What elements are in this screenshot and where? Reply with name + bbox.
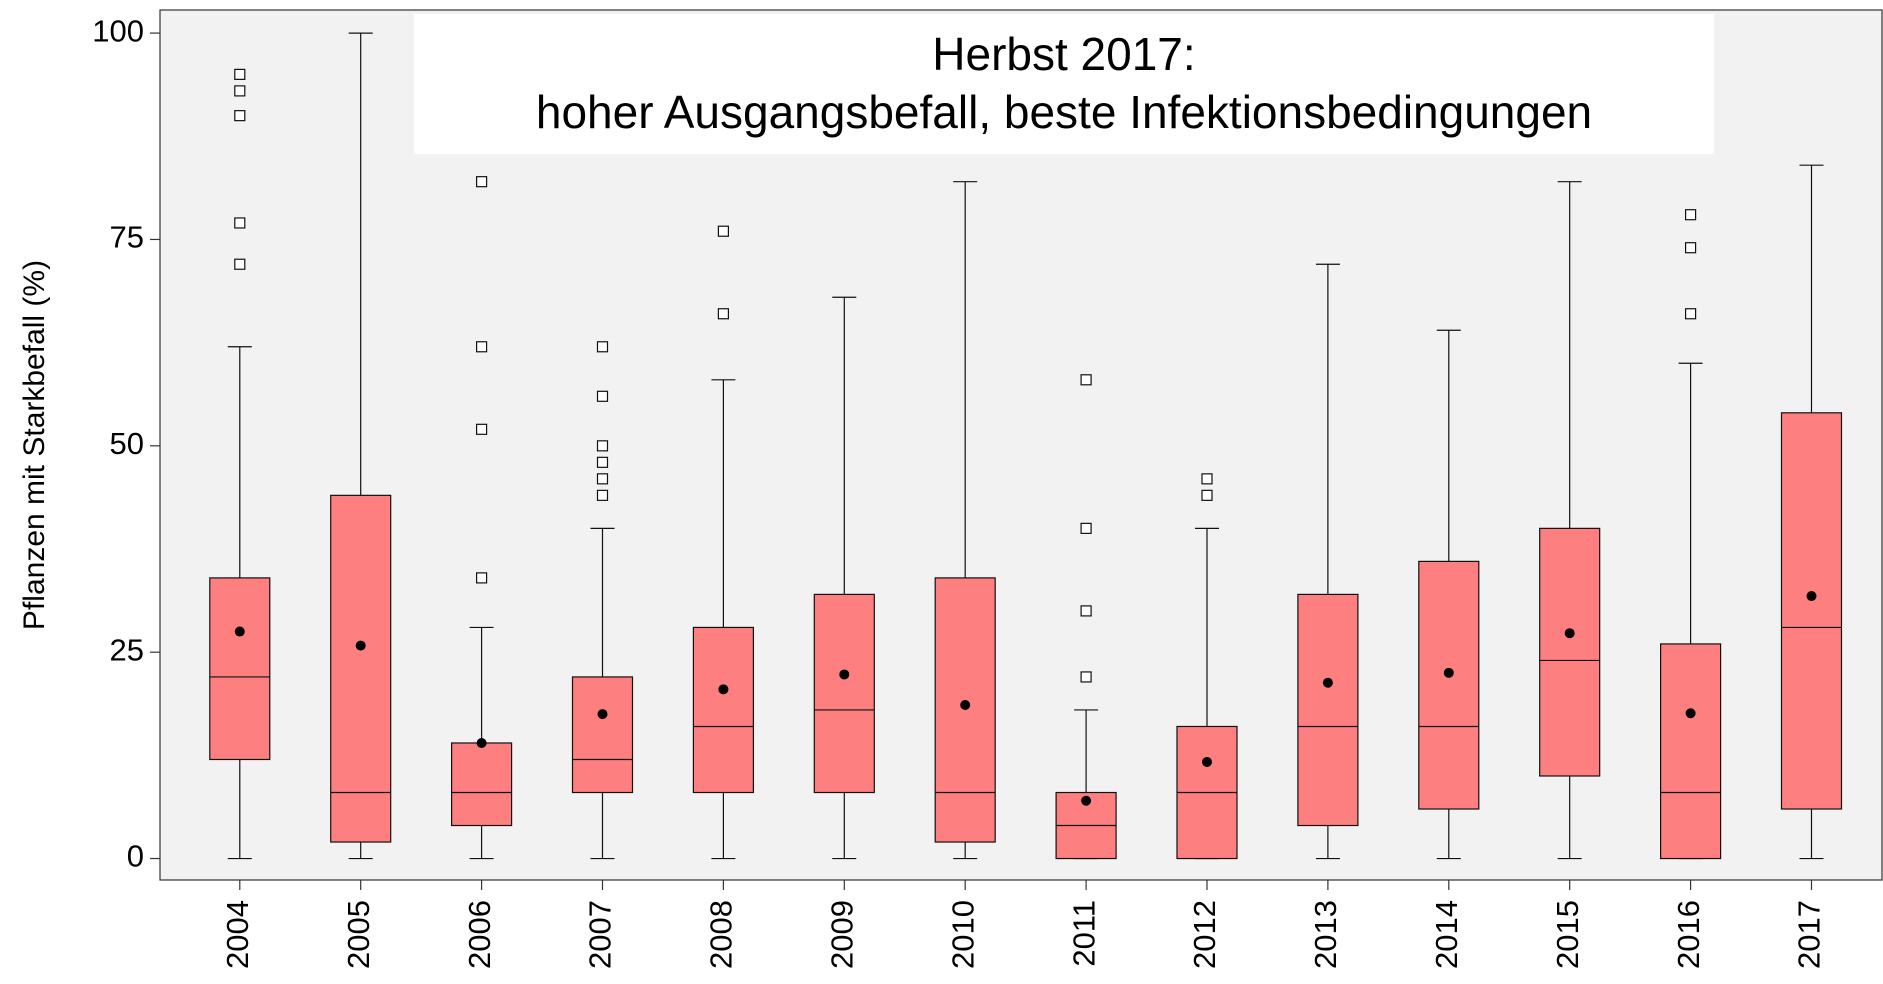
box [450, 742, 513, 827]
box [330, 494, 392, 843]
title-box [414, 14, 1714, 154]
chart-subtitle: hoher Ausgangsbefall, beste Infektionsbe… [536, 86, 1592, 138]
x-tick-label: 2012 [1187, 900, 1222, 969]
outlier [1684, 308, 1697, 320]
mean [960, 700, 971, 711]
mean [1201, 756, 1212, 767]
outlier [1201, 473, 1213, 485]
mean [476, 737, 487, 748]
y-axis-label: Pflanzen mit Starkbefall (%) [18, 260, 51, 630]
mean [1443, 667, 1454, 678]
outlier [234, 217, 246, 229]
y-tick-label: 100 [92, 13, 144, 48]
mean [1081, 795, 1092, 806]
outlier [1684, 242, 1697, 254]
outlier [475, 423, 488, 435]
outlier [1080, 374, 1092, 386]
mean [1806, 591, 1817, 602]
outlier [234, 110, 246, 122]
outlier [596, 456, 609, 468]
box [209, 577, 271, 761]
outlier [1684, 209, 1697, 221]
outlier [717, 308, 729, 320]
x-tick-label: 2004 [220, 900, 255, 969]
x-tick-label: 2009 [824, 900, 859, 969]
x-tick-label: 2010 [945, 900, 980, 969]
x-tick-label: 2014 [1429, 900, 1464, 969]
box [813, 593, 875, 794]
mean [718, 684, 729, 695]
outlier [596, 341, 609, 353]
mean [355, 640, 366, 651]
outlier [475, 572, 488, 584]
mean [839, 669, 850, 680]
outlier [596, 489, 609, 501]
outlier [234, 85, 246, 97]
outlier [234, 68, 246, 80]
box [1659, 643, 1722, 860]
box [1297, 593, 1359, 827]
box [1780, 412, 1843, 810]
x-tick-label: 2011 [1066, 900, 1101, 967]
x-tick-label: 2017 [1792, 900, 1827, 969]
mean [1322, 677, 1333, 688]
x-tick-label: 2006 [462, 900, 497, 969]
y-tick-label: 75 [110, 220, 144, 255]
outlier [1080, 671, 1092, 683]
outlier [717, 225, 729, 237]
outlier [1080, 522, 1092, 534]
x-tick-label: 2013 [1308, 900, 1343, 969]
outlier [596, 473, 609, 485]
x-tick-label: 2007 [583, 900, 618, 969]
y-tick-label: 25 [110, 632, 144, 667]
box [571, 676, 634, 794]
y-tick-label: 0 [127, 839, 144, 874]
x-tick-label: 2005 [341, 900, 376, 969]
box [1539, 527, 1601, 777]
x-tick-label: 2015 [1550, 900, 1585, 969]
outlier [596, 390, 609, 402]
x-tick-label: 2008 [704, 900, 739, 969]
mean [597, 709, 608, 720]
mean [234, 626, 245, 637]
y-tick-label: 50 [110, 426, 144, 461]
outlier [596, 440, 609, 452]
outlier [475, 176, 488, 188]
chart-title: Herbst 2017: [932, 28, 1195, 80]
mean [1685, 708, 1696, 719]
x-tick-label: 2016 [1671, 900, 1706, 969]
box [1418, 560, 1480, 810]
outlier [234, 258, 246, 270]
mean [1564, 628, 1575, 639]
outlier [1080, 605, 1092, 617]
box [692, 626, 754, 794]
outlier [475, 341, 488, 353]
outlier [1201, 489, 1213, 501]
